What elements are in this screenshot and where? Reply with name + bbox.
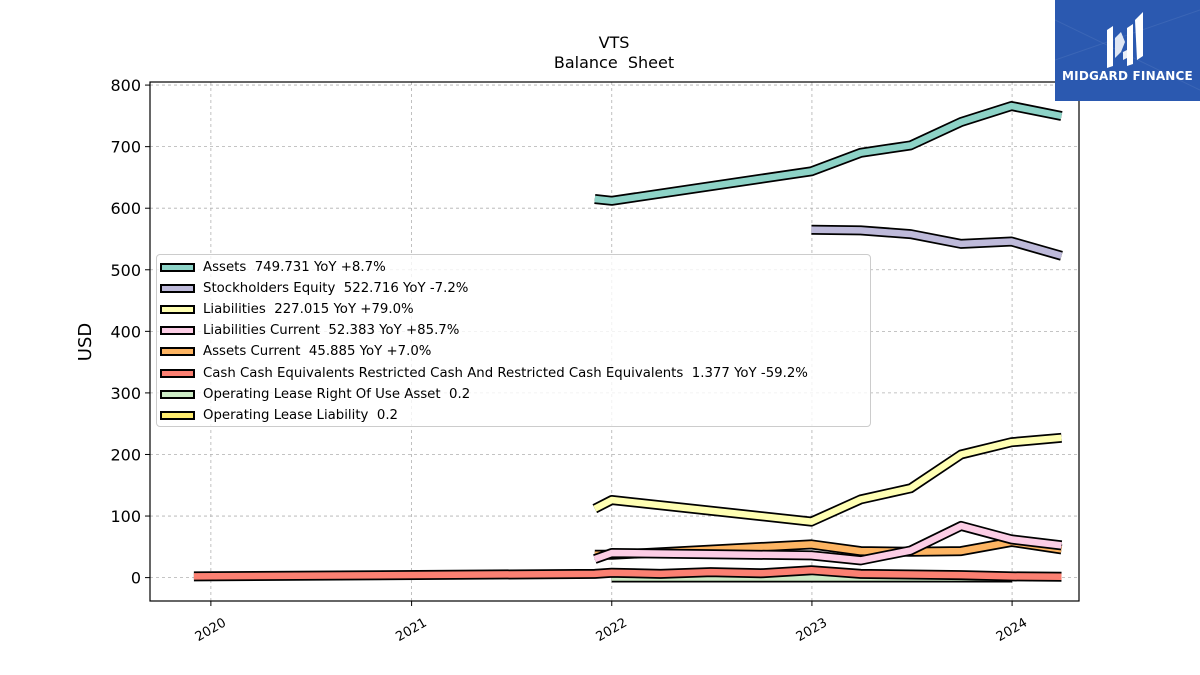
- legend-label: Assets 749.731 YoY +8.7%: [203, 260, 386, 275]
- legend-swatch: [160, 326, 195, 336]
- y-tick-label: 300: [110, 384, 141, 403]
- logo-wordmark: MIDGARD FINANCE: [1062, 69, 1193, 83]
- legend-label: Operating Lease Liability 0.2: [203, 407, 398, 423]
- legend-label: Liabilities 227.015 YoY +79.0%: [203, 302, 414, 318]
- series-line: [594, 102, 1063, 205]
- chart-title: VTS: [599, 33, 630, 52]
- series-line-outline: [594, 101, 1063, 206]
- chart-legend: Assets 749.731 YoY +8.7% Stockholders Equ…: [156, 254, 871, 427]
- x-tick-label: 2024: [994, 615, 1030, 645]
- y-tick-label: 400: [110, 322, 141, 341]
- x-tick-label: 2022: [594, 615, 630, 645]
- series-liabilities-current: [593, 520, 1063, 566]
- y-tick-label: 200: [110, 445, 141, 464]
- legend-label: Operating Lease Right Of Use Asset 0.2: [203, 386, 471, 402]
- y-tick-label: 100: [110, 507, 141, 526]
- series-stockholders-equity: [811, 224, 1063, 261]
- y-axis-label: USD: [75, 323, 96, 361]
- legend-swatch: [160, 305, 195, 315]
- legend-label: Liabilities Current 52.383 YoY +85.7%: [203, 323, 460, 339]
- x-tick-label: 2021: [393, 615, 429, 645]
- series-liabilities: [592, 432, 1062, 527]
- legend-swatch: [160, 410, 195, 420]
- series-cash-cash-equivalents-restricted-cash-and-restricted-cash-equivalents: [193, 565, 1062, 582]
- x-tick-label: 2023: [794, 615, 830, 645]
- y-tick-label: 700: [110, 138, 141, 157]
- series-assets: [594, 101, 1063, 206]
- series-line: [193, 566, 1062, 581]
- legend-swatch: [160, 284, 195, 294]
- series-line: [811, 226, 1063, 259]
- plot-area-frame: [149, 81, 1080, 602]
- chart-subtitle: Balance Sheet: [554, 53, 674, 72]
- series-layer: [193, 101, 1063, 583]
- y-tick-label: 800: [110, 76, 141, 95]
- y-tick-label: 600: [110, 199, 141, 218]
- series-line: [593, 522, 1062, 564]
- y-tick-label: 500: [110, 261, 141, 280]
- legend-swatch: [160, 368, 195, 378]
- legend-label: Stockholders Equity 522.716 YoY -7.2%: [203, 281, 469, 297]
- midgard-finance-logo: MIDGARD FINANCE: [1055, 0, 1200, 101]
- y-tick-label: 0: [131, 569, 141, 588]
- legend-swatch: [160, 263, 195, 272]
- legend-label: Cash Cash Equivalents Restricted Cash An…: [203, 365, 808, 381]
- legend-label: Assets Current 45.885 YoY +7.0%: [203, 344, 432, 360]
- legend-swatch: [160, 347, 195, 357]
- legend-swatch: [160, 389, 195, 399]
- logo-mark-icon: [1107, 12, 1143, 68]
- series-line: [593, 434, 1062, 525]
- x-tick-label: 2020: [193, 615, 229, 645]
